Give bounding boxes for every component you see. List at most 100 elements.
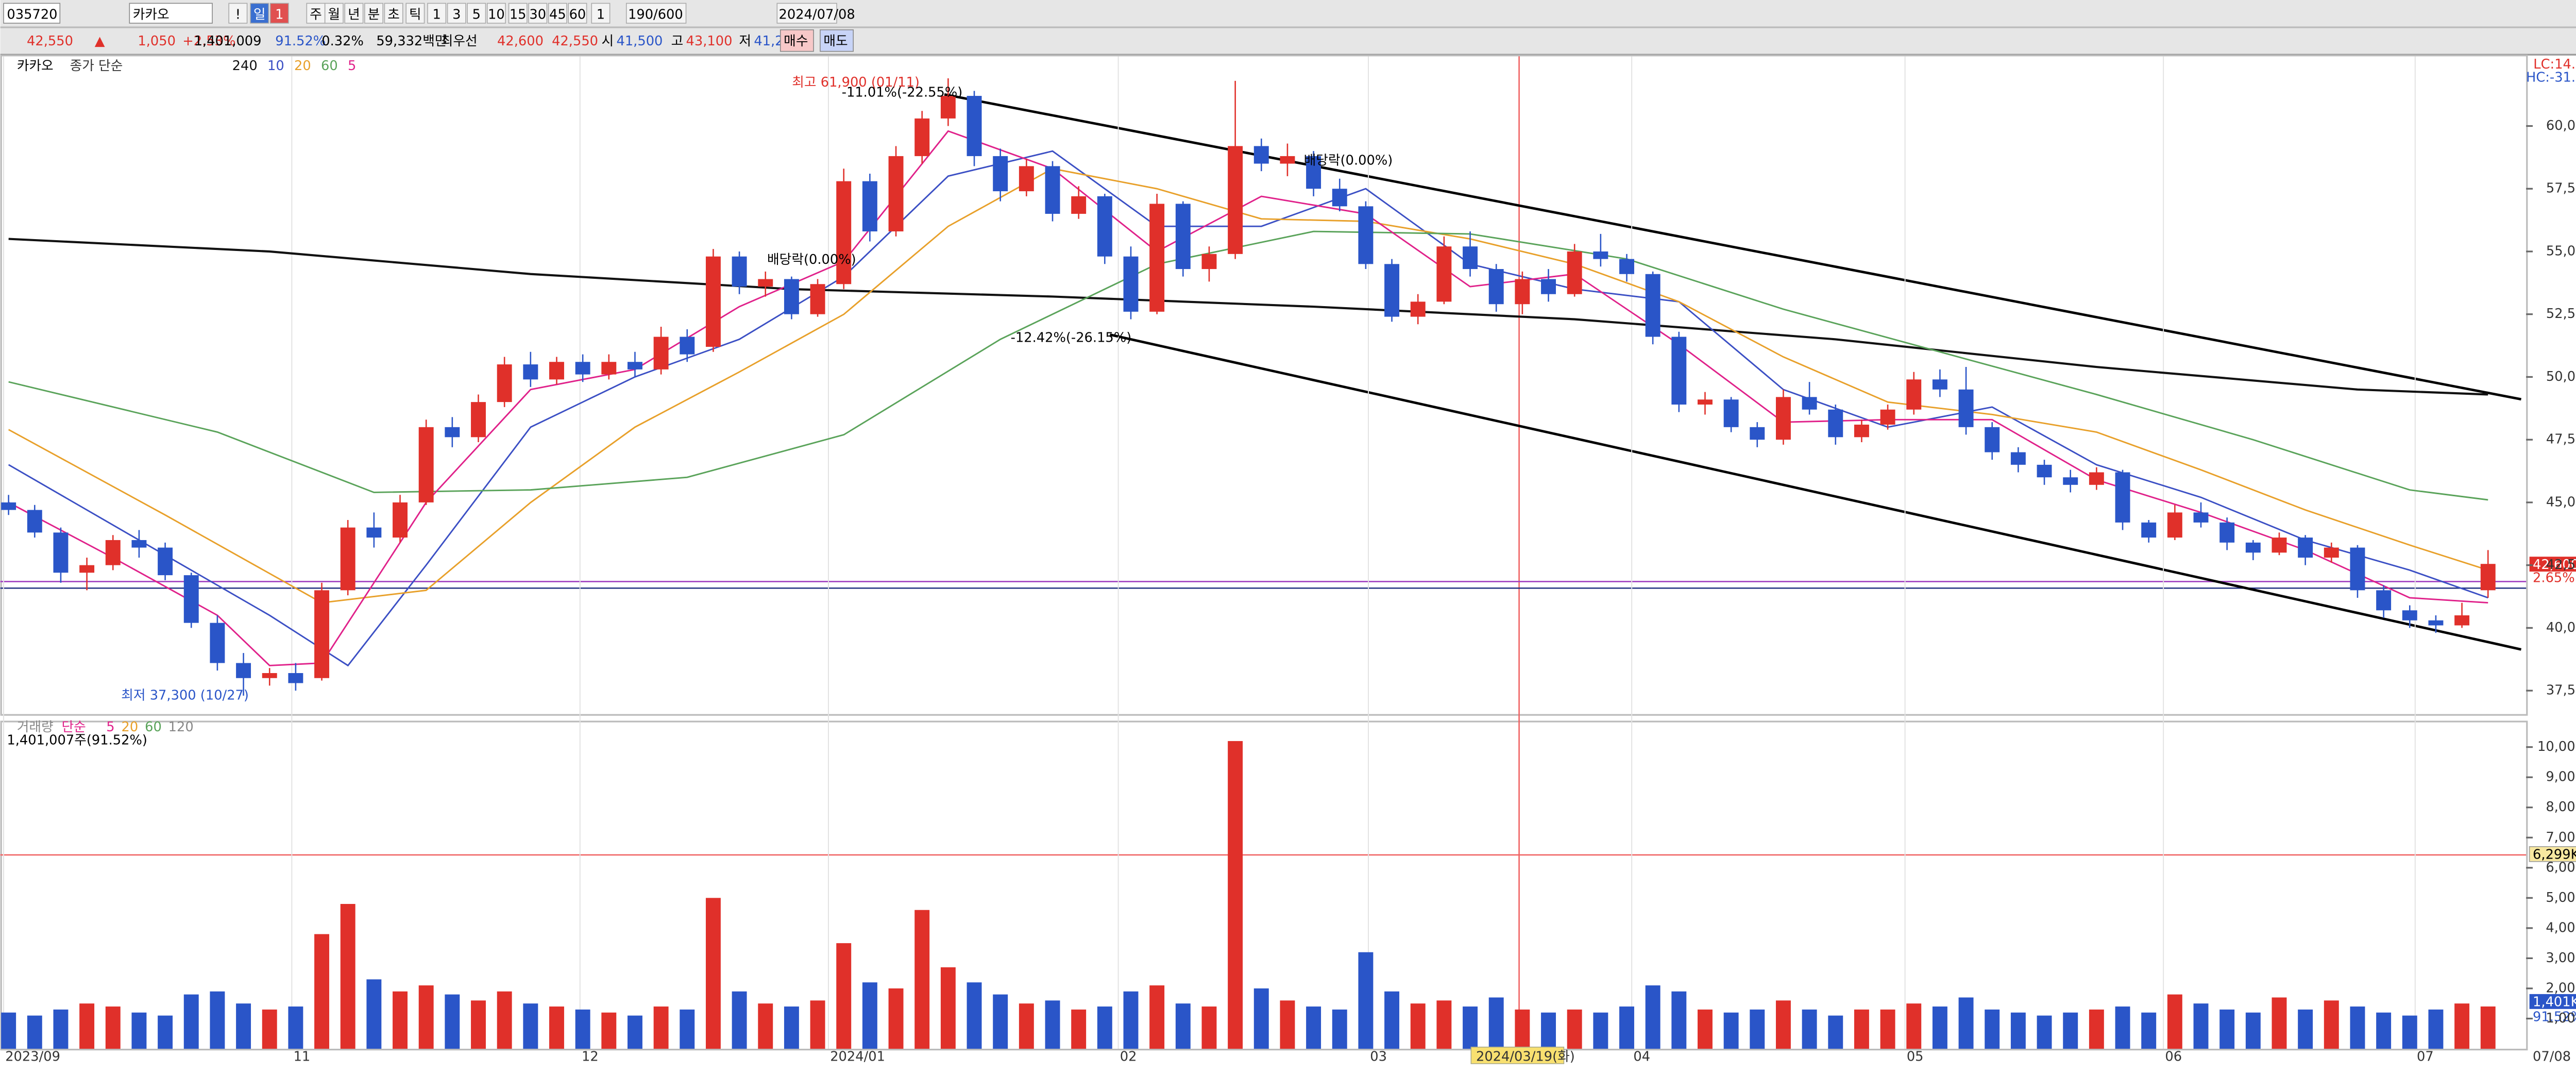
toolbar-text: 190/600: [628, 7, 683, 22]
volume-bar: [1097, 1006, 1112, 1049]
toolbar-button[interactable]: [344, 3, 364, 24]
toolbar-button[interactable]: [528, 3, 548, 24]
volume-bar: [1906, 1003, 1922, 1049]
volume-bar: [2272, 997, 2287, 1049]
candle-body: [1593, 251, 1608, 259]
toolbar-button[interactable]: [568, 3, 587, 24]
candle-body: [1698, 399, 1713, 405]
input-box[interactable]: [129, 3, 213, 24]
toolbar-button[interactable]: [250, 3, 269, 24]
candle-body: [393, 502, 408, 538]
candle-body: [627, 362, 642, 370]
volume-bar: [1619, 1006, 1634, 1049]
x-tick-label: 07/08: [2533, 1049, 2571, 1065]
annotation: -11.01%(-22.55%): [842, 85, 963, 100]
toolbar-button[interactable]: [384, 3, 403, 24]
toolbar-button[interactable]: [467, 3, 486, 24]
toolbar-button[interactable]: [364, 3, 383, 24]
volume-bar: [1593, 1012, 1608, 1049]
candle-body: [2272, 538, 2287, 553]
candle-body: [1775, 397, 1791, 440]
volume-bar: [2193, 1003, 2209, 1049]
quote-text: 0.32%: [321, 33, 364, 49]
volume-bar: [183, 994, 199, 1049]
candle-body: [523, 364, 538, 380]
toolbar-text: 60: [569, 7, 586, 22]
candle-body: [1880, 409, 1895, 425]
toolbar-button[interactable]: [625, 3, 687, 24]
volume-bar: [1567, 1009, 1582, 1049]
change-label: 2.65%: [2533, 570, 2575, 585]
candle-body: [1488, 269, 1504, 305]
candle-body: [1645, 274, 1660, 337]
y-tick-label: 47,500: [2546, 432, 2576, 447]
volume-bar: [1698, 1009, 1713, 1049]
candle-body: [1410, 301, 1426, 317]
volume-bar: [1019, 1003, 1034, 1049]
volume-bar: [2167, 994, 2182, 1049]
trend-line: [944, 93, 2522, 401]
volume-bar: [940, 967, 956, 1049]
volume-badge-text: 1,401K: [2533, 994, 2576, 1010]
order-button[interactable]: [820, 29, 854, 52]
price-badge-text: 42,600: [2533, 557, 2576, 573]
volume-badge-text: 6,299K: [2533, 847, 2576, 862]
volume-bar: [2350, 1006, 2365, 1049]
volume-panel: [0, 720, 2528, 1051]
volume-bar: [79, 1003, 95, 1049]
quote-text: 1,401,009: [194, 33, 262, 49]
legend-entry: 120: [168, 719, 194, 735]
toolbar-button[interactable]: [427, 3, 447, 24]
volume-bar: [1332, 1009, 1347, 1049]
candle-body: [653, 337, 669, 370]
toolbar-button[interactable]: [508, 3, 528, 24]
toolbar-button[interactable]: [447, 3, 466, 24]
volume-bar: [2324, 1000, 2339, 1049]
volume-bar: [131, 1012, 147, 1049]
candle-body: [288, 673, 303, 683]
x-tick-label: 11: [294, 1049, 311, 1065]
candle-body: [2193, 512, 2209, 523]
x-tick-label: 07: [2417, 1049, 2434, 1065]
volume-bar: [366, 979, 382, 1049]
candle-body: [2167, 512, 2182, 538]
toolbar-button[interactable]: [776, 3, 837, 24]
input-box[interactable]: [3, 3, 61, 24]
toolbar-button[interactable]: [591, 3, 611, 24]
volume-bar: [262, 1009, 277, 1049]
volume-bar: [1228, 741, 1243, 1049]
volume-bar: [2454, 1003, 2470, 1049]
toolbar-button[interactable]: [228, 3, 248, 24]
toolbar-button[interactable]: [405, 3, 425, 24]
volume-bar: [1541, 1012, 1556, 1049]
y-tick-label: 60,000: [2546, 118, 2576, 133]
volume-bar: [1149, 985, 1165, 1049]
price-panel: [0, 55, 2528, 716]
legend-entry: 60: [145, 719, 162, 735]
volume-name: 거래량: [17, 719, 54, 735]
toolbar-button[interactable]: [324, 3, 344, 24]
candle-body: [1175, 204, 1191, 270]
volume-bar: [2010, 1012, 2026, 1049]
candle-body: [1384, 264, 1400, 317]
toolbar-button[interactable]: [548, 3, 567, 24]
moving-average: [8, 238, 2488, 396]
toolbar-button[interactable]: [486, 3, 506, 24]
y-tick-label: 37,500: [2546, 683, 2576, 698]
candle-body: [262, 673, 277, 678]
volume-ratio: 91.52%: [2533, 1009, 2576, 1025]
legend-entry: 20: [294, 58, 311, 74]
order-button[interactable]: [779, 29, 814, 52]
legend-entry: 240: [232, 58, 258, 74]
candle-body: [1149, 204, 1165, 312]
annotation: 배당락(0.00%): [767, 252, 856, 267]
toolbar-button[interactable]: [269, 3, 289, 24]
candle-body: [1306, 156, 1321, 189]
candle-body: [2324, 547, 2339, 558]
quote-text: 42,550: [27, 33, 73, 49]
price-badge: [2529, 557, 2576, 572]
volume-bar: [2115, 1006, 2130, 1049]
volume-bar: [862, 982, 877, 1049]
moving-average: [8, 230, 2488, 501]
